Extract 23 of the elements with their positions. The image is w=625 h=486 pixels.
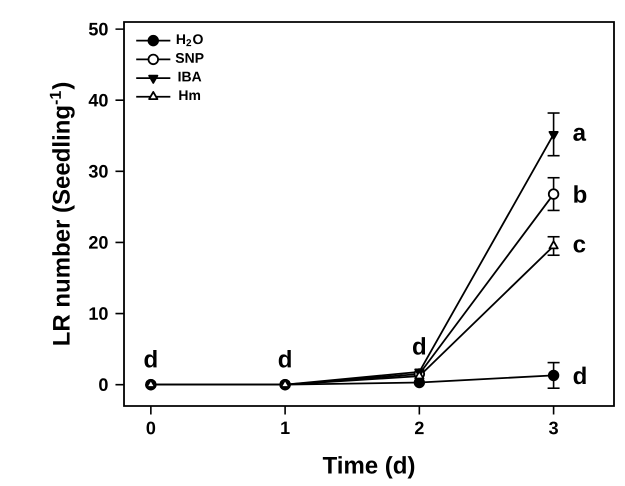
x-tick-label: 1 — [281, 422, 290, 434]
y-axis-title: LR number (Seedling$^{-1}$) — [50, 82, 75, 345]
y-tick-label: 40 — [88, 94, 108, 107]
legend-label: IBA — [178, 72, 202, 82]
annotation: b — [574, 185, 586, 203]
y-tick-label: 30 — [88, 164, 108, 178]
annotation: d — [574, 366, 586, 384]
annotation: d — [412, 337, 426, 355]
legend-label: SNP — [176, 53, 204, 63]
y-tick-label: 10 — [90, 307, 108, 320]
y-tick-label: 0 — [99, 378, 108, 392]
x-axis-title: Time (d) — [322, 456, 414, 478]
y-tick-label: 20 — [89, 236, 108, 249]
legend-label: Hm — [179, 90, 200, 100]
x-tick-label: 0 — [146, 422, 156, 434]
x-tick-label: 3 — [548, 422, 558, 434]
annotation: d — [144, 350, 157, 368]
legend-label: H$_{2}$O — [176, 34, 203, 46]
x-tick-label: 2 — [414, 422, 424, 434]
y-tick-label: 50 — [88, 22, 108, 36]
annotation: c — [574, 239, 586, 253]
annotation: a — [573, 128, 586, 141]
annotation: d — [278, 350, 291, 368]
